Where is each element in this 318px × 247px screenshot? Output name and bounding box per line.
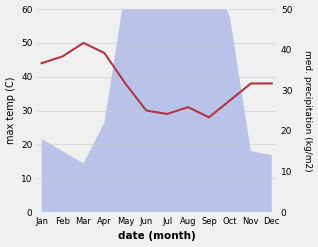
Y-axis label: max temp (C): max temp (C) <box>5 77 16 144</box>
Y-axis label: med. precipitation (kg/m2): med. precipitation (kg/m2) <box>303 50 313 171</box>
X-axis label: date (month): date (month) <box>118 231 196 242</box>
